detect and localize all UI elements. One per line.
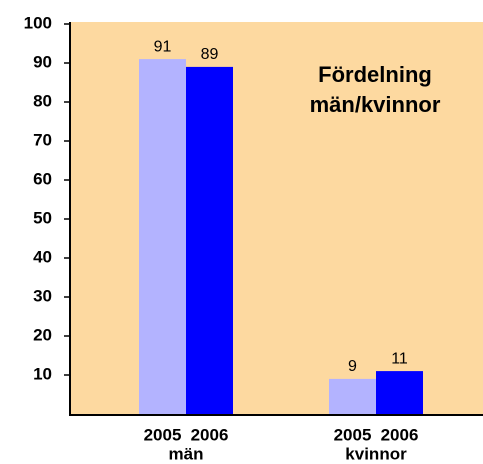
y-tick-label: 10: [33, 364, 52, 383]
y-tick-label: 70: [33, 130, 52, 149]
y-tick-label: 100: [24, 13, 52, 32]
x-category-label: män: [169, 444, 204, 463]
y-tick-label: 20: [33, 325, 52, 344]
y-tick-label: 80: [33, 91, 52, 110]
bar: [186, 66, 233, 415]
value-label: 89: [201, 46, 219, 63]
value-label: 91: [154, 38, 172, 55]
series-label: 2005: [334, 425, 372, 444]
y-tick-label: 30: [33, 286, 52, 305]
value-label: 11: [391, 350, 408, 367]
y-tick-label: 90: [33, 52, 52, 71]
bar: [139, 59, 186, 414]
bar: [329, 378, 376, 414]
y-tick-label: 60: [33, 169, 52, 188]
plot-background: [70, 22, 483, 414]
bar: [376, 371, 423, 414]
series-label: 2006: [191, 425, 229, 444]
y-tick-label: 40: [33, 247, 52, 266]
chart-title: Fördelning män/kvinnor: [309, 62, 441, 117]
series-label: 2006: [381, 425, 419, 444]
value-label: 9: [348, 358, 357, 375]
y-tick-label: 50: [33, 208, 52, 227]
x-category-label: kvinnor: [345, 444, 407, 463]
series-label: 2005: [144, 425, 182, 444]
